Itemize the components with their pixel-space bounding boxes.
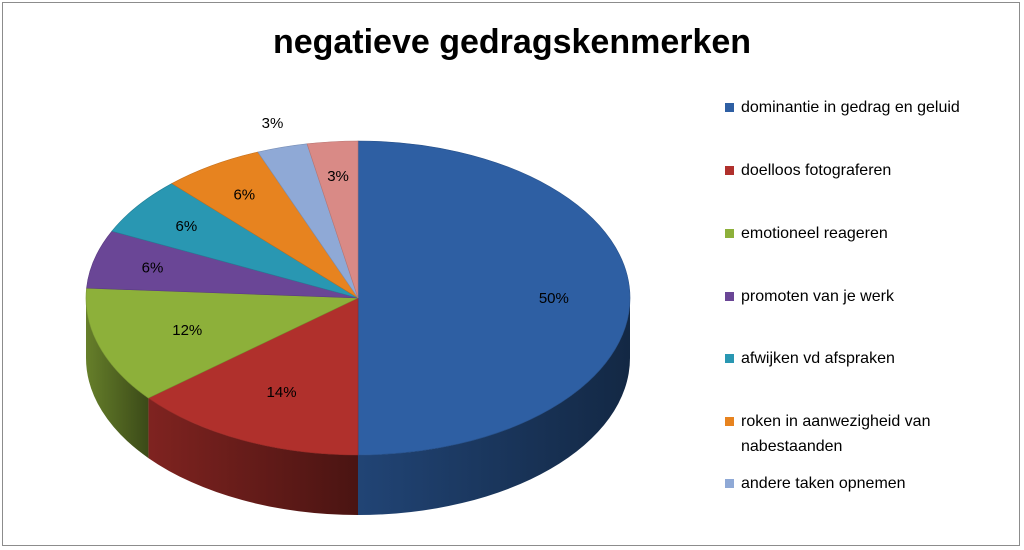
legend-item: roken in aanwezigheid van nabestaanden	[725, 409, 1001, 459]
pie-label-7: 3%	[327, 168, 349, 185]
legend-label: roken in aanwezigheid van nabestaanden	[741, 413, 931, 455]
legend-swatch	[725, 166, 734, 175]
legend-label: emotioneel reageren	[741, 225, 888, 242]
pie-slice-0	[357, 140, 631, 456]
legend-label: dominantie in gedrag en geluid	[741, 99, 960, 116]
legend-swatch	[725, 229, 734, 238]
pie-label-2: 12%	[172, 322, 202, 339]
legend-label: andere taken opnemen	[741, 475, 906, 492]
pie-label-5: 6%	[233, 187, 255, 204]
pie-label-1: 14%	[267, 384, 297, 401]
pie-side-2	[86, 298, 149, 459]
legend-swatch	[725, 292, 734, 301]
legend-label: promoten van je werk	[741, 288, 894, 305]
legend-label: doelloos fotograferen	[741, 162, 892, 179]
legend-swatch	[725, 103, 734, 112]
pie-slice-7	[306, 140, 359, 299]
legend-item: andere taken opnemen	[725, 471, 1001, 496]
pie-side-1	[148, 398, 358, 515]
pie-label-0: 50%	[539, 290, 569, 307]
pie-label-3: 6%	[142, 260, 164, 277]
pie-chart: 50% 14% 12% 6% 6% 6% 3% 3%	[85, 115, 631, 515]
pie-label-4: 6%	[176, 218, 198, 235]
legend-label: afwijken vd afspraken	[741, 350, 895, 367]
legend-item: doelloos fotograferen	[725, 158, 1001, 183]
legend-swatch	[725, 354, 734, 363]
pie-side-0	[358, 298, 630, 515]
pie-label-6: 3%	[262, 115, 284, 132]
chart-title: negatieve gedragskenmerken	[272, 23, 752, 61]
legend-item: afwijken vd afspraken	[725, 346, 1001, 371]
legend-item: dominantie in gedrag en geluid	[725, 95, 1001, 120]
legend-swatch	[725, 479, 734, 488]
legend-item: emotioneel reageren	[725, 221, 1001, 246]
pie-slice-2	[85, 287, 359, 399]
legend-swatch	[725, 417, 734, 426]
legend-item: promoten van je werk	[725, 284, 1001, 309]
pie-slice-1	[147, 297, 359, 456]
